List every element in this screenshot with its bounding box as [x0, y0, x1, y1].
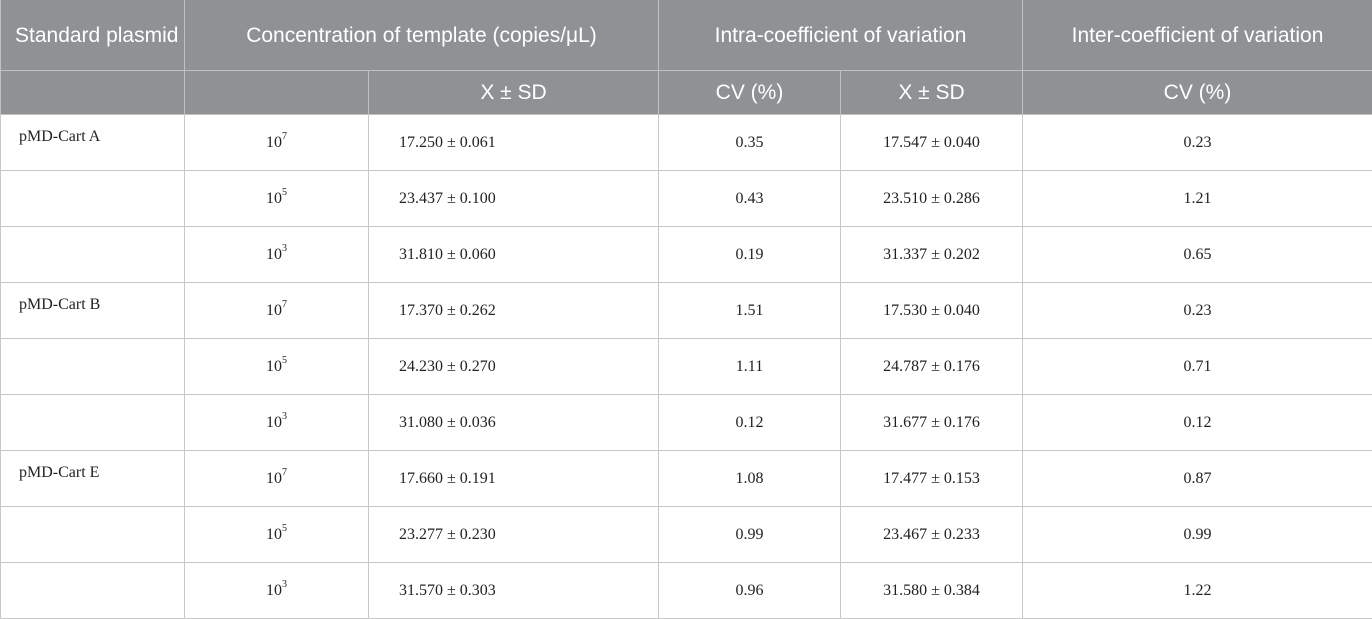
concentration-exponent: 3: [282, 579, 287, 590]
cell-inter-xsd: 31.580 ± 0.384: [841, 563, 1023, 619]
concentration-base: 10: [266, 414, 282, 431]
cell-intra-cv: 0.99: [659, 507, 841, 563]
concentration-base: 10: [266, 470, 282, 487]
cell-inter-xsd: 17.530 ± 0.040: [841, 283, 1023, 339]
cell-inter-xsd: 17.477 ± 0.153: [841, 451, 1023, 507]
cell-intra-xsd: 23.437 ± 0.100: [369, 171, 659, 227]
concentration-exponent: 5: [282, 355, 287, 366]
cell-inter-cv: 0.87: [1023, 451, 1372, 507]
concentration-base: 10: [266, 246, 282, 263]
table-header: Standard plasmid Concentration of templa…: [1, 0, 1372, 115]
cell-plasmid: [1, 339, 185, 395]
concentration-base: 10: [266, 526, 282, 543]
header-sub-xsd-2: X ± SD: [841, 71, 1023, 115]
cell-concentration: 105: [185, 507, 369, 563]
header-standard-plasmid: Standard plasmid: [1, 0, 185, 71]
cell-intra-xsd: 31.080 ± 0.036: [369, 395, 659, 451]
cell-intra-xsd: 17.250 ± 0.061: [369, 115, 659, 171]
cell-plasmid: [1, 395, 185, 451]
cell-plasmid: pMD-Cart A: [1, 115, 185, 171]
cell-plasmid: [1, 563, 185, 619]
concentration-base: 10: [266, 358, 282, 375]
cell-intra-xsd: 23.277 ± 0.230: [369, 507, 659, 563]
concentration-base: 10: [266, 134, 282, 151]
cell-intra-xsd: 24.230 ± 0.270: [369, 339, 659, 395]
cell-plasmid: pMD-Cart B: [1, 283, 185, 339]
cell-intra-cv: 1.51: [659, 283, 841, 339]
concentration-exponent: 7: [282, 467, 287, 478]
cell-intra-cv: 0.19: [659, 227, 841, 283]
cell-intra-cv: 0.12: [659, 395, 841, 451]
cell-concentration: 107: [185, 115, 369, 171]
concentration-base: 10: [266, 582, 282, 599]
concentration-exponent: 7: [282, 299, 287, 310]
cell-inter-xsd: 23.467 ± 0.233: [841, 507, 1023, 563]
cell-concentration: 107: [185, 283, 369, 339]
header-intra-cv: Intra-coefficient of variation: [659, 0, 1023, 71]
header-concentration: Concentration of template (copies/μL): [185, 0, 659, 71]
header-sub-cv-2: CV (%): [1023, 71, 1372, 115]
cell-concentration: 105: [185, 171, 369, 227]
cell-concentration: 103: [185, 395, 369, 451]
cell-inter-xsd: 17.547 ± 0.040: [841, 115, 1023, 171]
cell-concentration: 103: [185, 227, 369, 283]
cell-intra-cv: 1.08: [659, 451, 841, 507]
cell-concentration: 103: [185, 563, 369, 619]
cell-inter-xsd: 31.337 ± 0.202: [841, 227, 1023, 283]
cell-plasmid: [1, 507, 185, 563]
header-blank-1: [1, 71, 185, 115]
cell-inter-cv: 0.23: [1023, 115, 1372, 171]
cell-plasmid: [1, 227, 185, 283]
cell-intra-cv: 0.96: [659, 563, 841, 619]
cell-inter-cv: 0.12: [1023, 395, 1372, 451]
cell-inter-cv: 0.99: [1023, 507, 1372, 563]
header-blank-2: [185, 71, 369, 115]
cell-inter-cv: 1.22: [1023, 563, 1372, 619]
cell-intra-cv: 0.43: [659, 171, 841, 227]
cell-inter-cv: 1.21: [1023, 171, 1372, 227]
cell-intra-cv: 0.35: [659, 115, 841, 171]
concentration-base: 10: [266, 190, 282, 207]
cell-intra-cv: 1.11: [659, 339, 841, 395]
concentration-exponent: 5: [282, 187, 287, 198]
cell-concentration: 107: [185, 451, 369, 507]
cell-intra-xsd: 31.810 ± 0.060: [369, 227, 659, 283]
cell-inter-xsd: 31.677 ± 0.176: [841, 395, 1023, 451]
cell-inter-cv: 0.71: [1023, 339, 1372, 395]
cell-concentration: 105: [185, 339, 369, 395]
cell-plasmid: [1, 171, 185, 227]
concentration-exponent: 7: [282, 131, 287, 142]
concentration-base: 10: [266, 302, 282, 319]
cell-inter-cv: 0.65: [1023, 227, 1372, 283]
concentration-exponent: 3: [282, 411, 287, 422]
cell-inter-cv: 0.23: [1023, 283, 1372, 339]
cell-intra-xsd: 17.370 ± 0.262: [369, 283, 659, 339]
header-inter-cv: Inter-coefficient of variation: [1023, 0, 1372, 71]
cell-intra-xsd: 17.660 ± 0.191: [369, 451, 659, 507]
cell-intra-xsd: 31.570 ± 0.303: [369, 563, 659, 619]
concentration-exponent: 3: [282, 243, 287, 254]
concentration-exponent: 5: [282, 523, 287, 534]
cell-plasmid: pMD-Cart E: [1, 451, 185, 507]
header-sub-xsd-1: X ± SD: [369, 71, 659, 115]
header-sub-cv-1: CV (%): [659, 71, 841, 115]
cell-inter-xsd: 24.787 ± 0.176: [841, 339, 1023, 395]
cell-inter-xsd: 23.510 ± 0.286: [841, 171, 1023, 227]
